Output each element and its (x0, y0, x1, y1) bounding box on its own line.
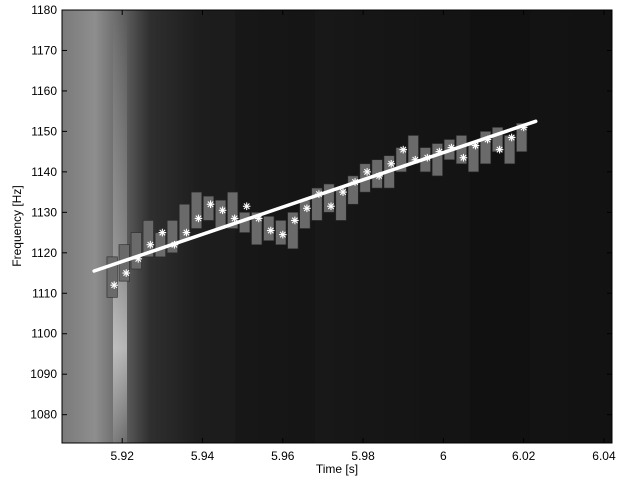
data-point-marker (279, 230, 287, 239)
markers-layer (110, 123, 528, 289)
data-point-marker (242, 202, 251, 211)
x-tick-label: 5.96 (271, 449, 295, 463)
axes-frame (61, 9, 613, 444)
x-tick-label: 5.94 (191, 449, 215, 463)
x-tick-label: 6 (440, 449, 447, 463)
x-axis-ticks: 5.92 5.94 5.96 5.98 6 6.02 6.04 (111, 10, 616, 463)
frequency-bar (227, 191, 239, 229)
y-tick-label: 1110 (32, 286, 57, 300)
y-tick-label: 1120 (31, 246, 57, 260)
frequency-bar (311, 187, 323, 221)
frequency-bar (431, 143, 443, 177)
data-point-marker (218, 206, 227, 215)
y-axis-ticks: 1080 1090 1100 1110 1120 1130 1140 1150 1160 1170… (30, 3, 612, 422)
data-point-marker (182, 228, 191, 237)
data-point-marker (339, 188, 347, 196)
x-axis-label: Time [s] (316, 462, 358, 476)
data-point-marker (435, 147, 444, 156)
data-point-marker (375, 172, 383, 180)
y-tick-label: 1180 (31, 3, 57, 17)
y-tick-label: 1140 (31, 165, 57, 179)
fit-line (92, 119, 538, 273)
data-point-marker (134, 255, 143, 263)
data-point-marker (315, 190, 323, 198)
frequency-bar (287, 212, 299, 250)
y-tick-label: 1090 (30, 367, 57, 381)
plot-area (62, 10, 612, 443)
data-point-marker (447, 143, 456, 152)
data-point-marker (459, 153, 468, 162)
frequency-bar (299, 199, 311, 229)
frequency-bar (215, 199, 227, 229)
background-streak (113, 10, 127, 443)
data-point-marker (291, 216, 299, 225)
frequency-bar (166, 220, 178, 254)
data-point-marker (351, 178, 359, 186)
background-shadow-band (470, 10, 530, 443)
data-point-marker (387, 159, 395, 168)
data-point-marker (266, 226, 275, 235)
y-tick-label: 1100 (31, 327, 57, 341)
x-tick-label: 6.02 (512, 449, 536, 463)
y-tick-label: 1150 (31, 124, 57, 138)
data-point-marker (303, 204, 311, 213)
x-tick-label: 5.98 (351, 449, 375, 463)
y-tick-label: 1170 (31, 43, 57, 57)
fit-layer (92, 119, 538, 273)
y-tick-label: 1080 (30, 408, 57, 422)
data-point-marker (122, 269, 131, 277)
frequency-bar (130, 232, 142, 270)
frequency-bar (154, 232, 166, 258)
frequency-bar (203, 195, 215, 221)
frequency-bar (516, 123, 528, 152)
frequency-bar (142, 220, 154, 258)
y-tick-label: 1130 (31, 205, 57, 219)
frequency-bar (190, 191, 203, 229)
data-point-marker (110, 281, 118, 289)
frequency-bar (323, 183, 335, 213)
frequency-bar (251, 212, 263, 246)
data-point-marker (411, 155, 420, 164)
data-point-marker (206, 200, 215, 209)
frequency-bar (480, 131, 492, 165)
data-point-marker (507, 133, 516, 142)
data-point-marker (254, 214, 263, 223)
data-point-marker (146, 240, 155, 249)
frequency-bar (335, 187, 347, 221)
frequency-bar (106, 256, 118, 298)
x-tick-label: 5.92 (111, 449, 135, 463)
data-point-marker (327, 202, 335, 211)
data-point-marker (519, 123, 528, 132)
x-tick-label: 6.04 (592, 449, 616, 463)
data-point-marker (495, 145, 504, 154)
data-point-marker (170, 240, 179, 249)
data-point-marker (399, 145, 408, 154)
data-point-marker (483, 135, 492, 144)
data-point-marker (194, 214, 203, 223)
data-point-marker (158, 228, 167, 237)
data-point-marker (423, 153, 432, 162)
data-point-marker (230, 214, 239, 223)
y-axis-label: Frequency [Hz] (10, 185, 24, 266)
frequency-bar (347, 175, 359, 205)
y-tick-label: 1160 (31, 84, 57, 98)
data-point-marker (471, 141, 480, 150)
data-point-marker (363, 168, 371, 176)
